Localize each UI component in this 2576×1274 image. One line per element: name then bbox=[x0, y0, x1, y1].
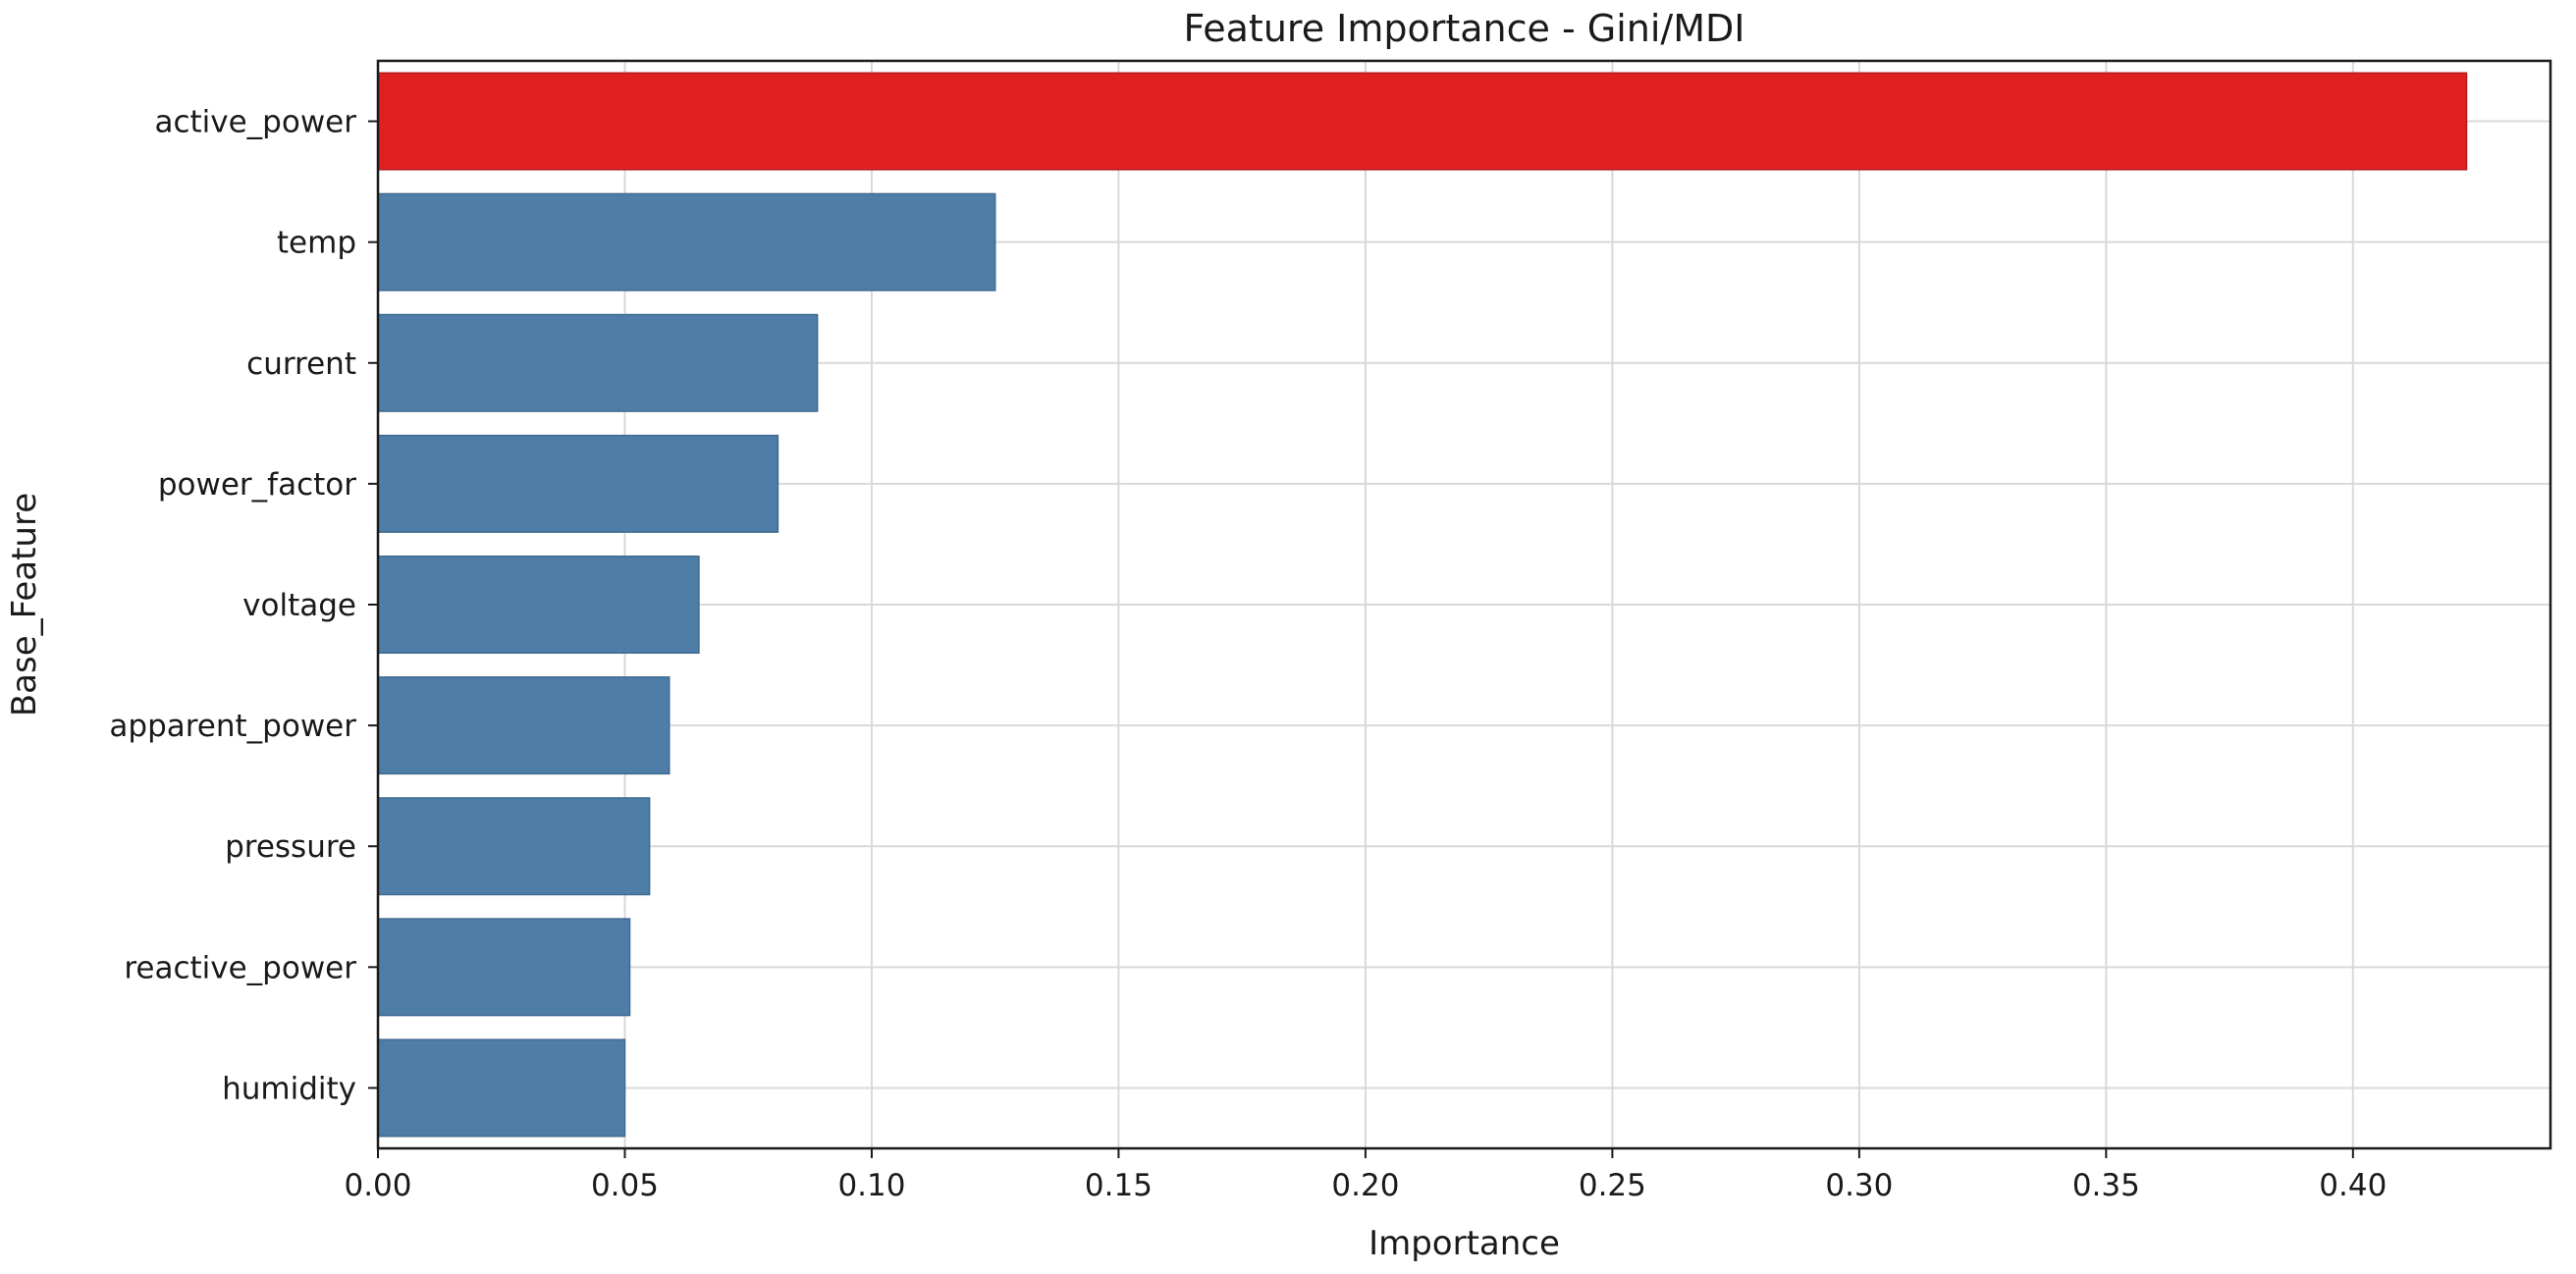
x-tick-label: 0.15 bbox=[1085, 1168, 1153, 1203]
y-tick-label: power_factor bbox=[158, 467, 356, 503]
bar-voltage bbox=[377, 556, 700, 654]
bar-temp bbox=[377, 192, 996, 292]
bar-power-factor bbox=[377, 434, 779, 533]
x-axis-label: Importance bbox=[1368, 1224, 1560, 1263]
y-tick-label: voltage bbox=[242, 588, 356, 623]
y-tick-label: active_power bbox=[154, 105, 356, 140]
x-tick-label: 0.35 bbox=[2072, 1168, 2140, 1203]
y-tick-label: reactive_power bbox=[124, 950, 356, 985]
x-tick-label: 0.10 bbox=[837, 1168, 905, 1203]
bar-current bbox=[377, 313, 819, 412]
chart-title: Feature Importance - Gini/MDI bbox=[1183, 7, 1744, 50]
y-tick-label: pressure bbox=[225, 829, 356, 865]
x-tick-label: 0.25 bbox=[1579, 1168, 1646, 1203]
y-tick-label: apparent_power bbox=[109, 709, 356, 744]
bar-humidity bbox=[377, 1038, 626, 1138]
y-tick-label: temp bbox=[277, 226, 356, 261]
bar-active-power bbox=[377, 72, 2468, 171]
bar-reactive-power bbox=[377, 918, 631, 1017]
bar-pressure bbox=[377, 797, 651, 896]
y-tick-label: humidity bbox=[222, 1071, 356, 1106]
x-tick-label: 0.40 bbox=[2319, 1168, 2387, 1203]
x-tick-label: 0.20 bbox=[1331, 1168, 1399, 1203]
x-tick-label: 0.05 bbox=[591, 1168, 659, 1203]
ticks: 0.00 0.05 0.10 0.15 0.20 0.25 0.30 0.35 0.40 acti… bbox=[109, 105, 2387, 1203]
bar-apparent-power bbox=[377, 676, 671, 775]
y-axis-label: Base_Feature bbox=[5, 493, 44, 717]
y-tick-label: current bbox=[246, 346, 356, 382]
x-tick-label: 0.00 bbox=[344, 1168, 411, 1203]
bars bbox=[377, 72, 2468, 1138]
x-tick-label: 0.30 bbox=[1825, 1168, 1893, 1203]
